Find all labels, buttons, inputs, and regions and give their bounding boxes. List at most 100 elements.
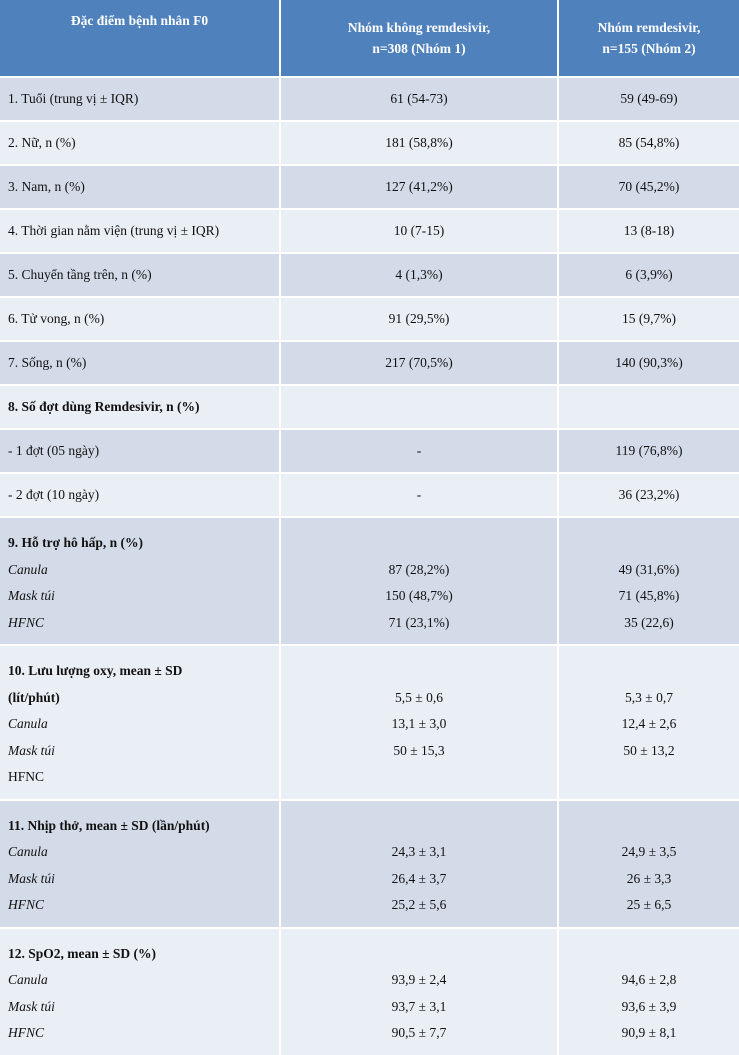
group-title-unit: (lít/phút) [8, 689, 60, 705]
sub-label: Mask túi [8, 998, 55, 1014]
group1-value: 90,5 ± 7,7 [391, 1025, 447, 1040]
group1-value: - [280, 472, 559, 517]
group1-values: 24,3 ± 3,1 26,4 ± 3,7 25,2 ± 5,6 [280, 798, 559, 928]
row-label: 5. Chuyển tầng trên, n (%) [0, 252, 281, 297]
group2-value: 85 (54,8%) [558, 120, 739, 165]
group1-value: 50 ± 15,3 [393, 742, 445, 758]
group1-value: 61 (54-73) [280, 76, 559, 121]
group1-value: 5,5 ± 0,6 [395, 689, 443, 705]
table-row: 2. Nữ, n (%) 181 (58,8%) 85 (54,8%) [0, 120, 739, 165]
row-label: 6. Tử vong, n (%) [0, 296, 281, 341]
group1-value: 25,2 ± 5,6 [391, 897, 447, 912]
header-remdesivir-group: Nhóm remdesivir, n=155 (Nhóm 2) [558, 0, 739, 77]
sub-label: Mask túi [8, 588, 55, 603]
group2-value: 70 (45,2%) [558, 164, 739, 209]
row-label: 7. Sống, n (%) [0, 340, 281, 385]
group2-value: 36 (23,2%) [558, 472, 739, 517]
row-label: - 2 đợt (10 ngày) [0, 472, 281, 517]
group1-value: 26,4 ± 3,7 [391, 870, 447, 886]
table-row: 8. Số đợt dùng Remdesivir, n (%) [0, 384, 739, 429]
group1-values: 87 (28,2%) 150 (48,7%) 71 (23,1%) [280, 516, 559, 645]
group-label-cell: 11. Nhịp thở, mean ± SD (lần/phút) Canul… [0, 798, 281, 928]
group2-value: 71 (45,8%) [618, 588, 680, 603]
group1-value: 24,3 ± 3,1 [391, 844, 447, 859]
group2-value: 94,6 ± 2,8 [621, 972, 677, 987]
table-row: 3. Nam, n (%) 127 (41,2%) 70 (45,2%) [0, 164, 739, 209]
sub-label: Mask túi [8, 742, 55, 758]
group2-values: 49 (31,6%) 71 (45,8%) 35 (22,6) [558, 516, 739, 645]
group1-value: 217 (70,5%) [280, 340, 559, 385]
group2-value: 13 (8-18) [558, 208, 739, 253]
sub-label: Canula [8, 972, 48, 987]
sub-label: HFNC [8, 769, 45, 784]
group2-value: 5,3 ± 0,7 [625, 689, 673, 705]
group1-value: 93,7 ± 3,1 [391, 998, 447, 1014]
group2-value: 25 ± 6,5 [626, 897, 672, 912]
sub-label: Canula [8, 561, 48, 577]
sub-label: Canula [8, 844, 48, 859]
table-row: 4. Thời gian nằm viện (trung vị ± IQR) 1… [0, 208, 739, 253]
group2-value: 35 (22,6) [624, 614, 674, 630]
group1-value: 91 (29,5%) [280, 296, 559, 341]
sub-label: Mask túi [8, 870, 55, 886]
sub-label: HFNC [8, 1025, 45, 1040]
group1-value: 150 (48,7%) [385, 588, 453, 603]
table-row-group: 12. SpO2, mean ± SD (%) Canula Mask túi … [0, 926, 739, 1055]
row-label: 3. Nam, n (%) [0, 164, 281, 209]
group1-values: 5,5 ± 0,6 13,1 ± 3,0 50 ± 15,3 [280, 644, 559, 800]
row-label: - 1 đợt (05 ngày) [0, 428, 281, 473]
group-title: 12. SpO2, mean ± SD (%) [8, 945, 157, 961]
group-label-cell: 12. SpO2, mean ± SD (%) Canula Mask túi … [0, 926, 281, 1055]
group2-values: 5,3 ± 0,7 12,4 ± 2,6 50 ± 13,2 [558, 644, 739, 800]
sub-label: HFNC [8, 897, 45, 912]
row-label: 4. Thời gian nằm viện (trung vị ± IQR) [0, 208, 281, 253]
row-label: 1. Tuổi (trung vị ± IQR) [0, 76, 281, 121]
group2-values: 24,9 ± 3,5 26 ± 3,3 25 ± 6,5 [558, 798, 739, 928]
sub-label: Canula [8, 716, 48, 731]
table-row: - 1 đợt (05 ngày) - 119 (76,8%) [0, 428, 739, 473]
table-row: 6. Tử vong, n (%) 91 (29,5%) 15 (9,7%) [0, 296, 739, 341]
row-label: 2. Nữ, n (%) [0, 120, 281, 165]
group2-value: 90,9 ± 8,1 [621, 1025, 677, 1040]
group2-values: 94,6 ± 2,8 93,6 ± 3,9 90,9 ± 8,1 [558, 926, 739, 1055]
group-title: 10. Lưu lượng oxy, mean ± SD [8, 663, 183, 678]
group-title: 9. Hỗ trợ hô hấp, n (%) [8, 535, 143, 550]
group2-value: 93,6 ± 3,9 [621, 998, 677, 1014]
table-row: 7. Sống, n (%) 217 (70,5%) 140 (90,3%) [0, 340, 739, 385]
table-row: - 2 đợt (10 ngày) - 36 (23,2%) [0, 472, 739, 517]
group1-value: 127 (41,2%) [280, 164, 559, 209]
group1-value: 71 (23,1%) [388, 614, 450, 630]
group1-value: 13,1 ± 3,0 [391, 716, 447, 731]
group2-value: 12,4 ± 2,6 [621, 716, 677, 731]
table-row-group: 11. Nhịp thở, mean ± SD (lần/phút) Canul… [0, 798, 739, 928]
row-label: 8. Số đợt dùng Remdesivir, n (%) [0, 384, 281, 429]
group2-value: 50 ± 13,2 [623, 742, 675, 758]
group2-value: 26 ± 3,3 [626, 870, 672, 886]
group1-value [280, 384, 559, 429]
group2-value [558, 384, 739, 429]
group1-value: 10 (7-15) [280, 208, 559, 253]
group1-value: 181 (58,8%) [280, 120, 559, 165]
group1-value: 93,9 ± 2,4 [391, 972, 447, 987]
table-row: 5. Chuyển tầng trên, n (%) 4 (1,3%) 6 (3… [0, 252, 739, 297]
group1-value: 4 (1,3%) [280, 252, 559, 297]
group-title: 11. Nhịp thở, mean ± SD (lần/phút) [8, 817, 210, 833]
table-header-row: Đặc điểm bệnh nhân F0 Nhóm không remdesi… [0, 0, 739, 77]
group2-value: 6 (3,9%) [558, 252, 739, 297]
sub-label: HFNC [8, 614, 45, 630]
header-no-remdesivir-group: Nhóm không remdesivir, n=308 (Nhóm 1) [280, 0, 559, 77]
group2-value: 24,9 ± 3,5 [621, 844, 677, 859]
group2-value: 15 (9,7%) [558, 296, 739, 341]
table-row: 1. Tuổi (trung vị ± IQR) 61 (54-73) 59 (… [0, 76, 739, 121]
group1-values: 93,9 ± 2,4 93,7 ± 3,1 90,5 ± 7,7 [280, 926, 559, 1055]
header-characteristics: Đặc điểm bệnh nhân F0 [0, 0, 281, 77]
group-label-cell: 10. Lưu lượng oxy, mean ± SD (lít/phút) … [0, 644, 281, 800]
group2-value: 119 (76,8%) [558, 428, 739, 473]
group-label-cell: 9. Hỗ trợ hô hấp, n (%) Canula Mask túi … [0, 516, 281, 645]
group2-value: 140 (90,3%) [558, 340, 739, 385]
table-row-group: 10. Lưu lượng oxy, mean ± SD (lít/phút) … [0, 644, 739, 800]
group2-value: 49 (31,6%) [618, 561, 680, 577]
group1-value: - [280, 428, 559, 473]
table-row-group: 9. Hỗ trợ hô hấp, n (%) Canula Mask túi … [0, 516, 739, 645]
